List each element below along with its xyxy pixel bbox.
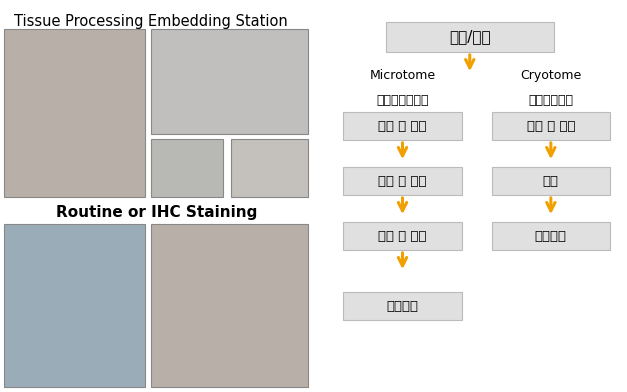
- Text: Microtome: Microtome: [369, 69, 436, 82]
- Bar: [343, 167, 462, 195]
- Text: Routine or IHC Staining: Routine or IHC Staining: [56, 205, 258, 220]
- Bar: [343, 222, 462, 250]
- Text: Embedding Station: Embedding Station: [147, 14, 287, 29]
- Text: 고정 및 수세: 고정 및 수세: [378, 120, 427, 132]
- Text: 고정 및 동결: 고정 및 동결: [527, 120, 575, 132]
- Bar: [4, 29, 145, 197]
- Text: 절편제작: 절편제작: [386, 299, 418, 312]
- Bar: [386, 22, 554, 52]
- Text: Cryotome: Cryotome: [520, 69, 581, 82]
- Bar: [492, 167, 610, 195]
- Bar: [150, 29, 308, 134]
- Text: Tissue Processing: Tissue Processing: [14, 14, 144, 29]
- Text: 파라핀절편제작: 파라핀절편제작: [376, 94, 429, 107]
- Bar: [150, 224, 308, 387]
- Bar: [492, 222, 610, 250]
- Text: 포매 및 절편: 포매 및 절편: [378, 229, 427, 243]
- Text: 동결절편제작: 동결절편제작: [529, 94, 573, 107]
- Bar: [343, 112, 462, 140]
- Text: 포매: 포매: [543, 174, 559, 187]
- Text: 상담/접수: 상담/접수: [449, 29, 490, 45]
- Bar: [4, 224, 145, 387]
- Bar: [343, 292, 462, 320]
- Text: 탈수 및 치환: 탈수 및 치환: [378, 174, 427, 187]
- Bar: [492, 112, 610, 140]
- Bar: [150, 139, 223, 197]
- Bar: [231, 139, 308, 197]
- Text: 절편제작: 절편제작: [535, 229, 567, 243]
